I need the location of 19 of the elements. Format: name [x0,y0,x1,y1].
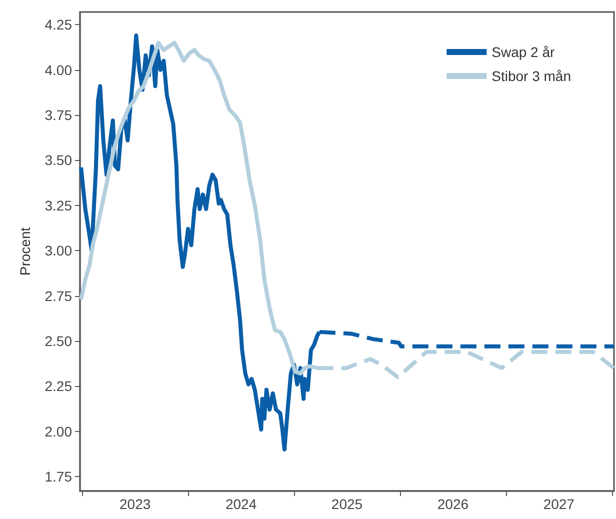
x-tick-label: 2024 [225,496,257,512]
y-tick-label: 2.75 [44,288,72,304]
x-tick-label: 2026 [437,496,469,512]
y-tick-label: 3.00 [44,242,72,259]
y-axis-title: Procent [17,227,33,276]
y-tick-label: 2.50 [44,332,72,349]
y-tick-label: 4.00 [44,62,72,78]
legend-label: Swap 2 år [492,44,555,60]
x-tick-label: 2027 [543,496,575,512]
x-tick-label: 2025 [331,496,363,512]
legend-label: Stibor 3 mån [492,68,572,84]
y-tick-label: 2.25 [44,378,72,394]
y-tick-label: 3.50 [44,152,72,168]
y-tick-label: 3.25 [44,197,72,214]
y-tick-label: 2.00 [44,423,72,440]
x-tick-label: 2023 [120,496,151,512]
y-tick-label: 4.25 [44,16,72,33]
y-tick-label: 3.75 [44,107,72,124]
y-tick-label: 1.75 [44,468,72,485]
